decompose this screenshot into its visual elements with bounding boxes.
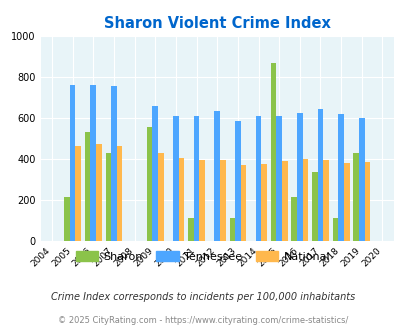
Bar [317, 109, 322, 241]
Bar [64, 197, 70, 241]
Bar [214, 111, 220, 241]
Bar [193, 116, 199, 241]
Bar [343, 163, 349, 241]
Bar [229, 218, 234, 241]
Bar [152, 106, 158, 241]
Bar [75, 146, 81, 241]
Bar [358, 118, 364, 241]
Bar [173, 116, 178, 241]
Bar [178, 158, 184, 241]
Bar [311, 172, 317, 241]
Bar [111, 86, 116, 241]
Bar [188, 218, 193, 241]
Bar [337, 114, 343, 241]
Bar [240, 165, 245, 241]
Text: Crime Index corresponds to incidents per 100,000 inhabitants: Crime Index corresponds to incidents per… [51, 292, 354, 302]
Bar [332, 218, 337, 241]
Legend: Sharon, Tennessee, National: Sharon, Tennessee, National [71, 247, 334, 267]
Bar [270, 63, 276, 241]
Bar [322, 160, 328, 241]
Bar [302, 159, 307, 241]
Bar [276, 116, 281, 241]
Bar [281, 161, 287, 241]
Bar [261, 164, 266, 241]
Bar [70, 85, 75, 241]
Bar [147, 127, 152, 241]
Bar [85, 132, 90, 241]
Bar [90, 85, 96, 241]
Bar [116, 146, 122, 241]
Bar [220, 160, 225, 241]
Bar [199, 160, 205, 241]
Bar [96, 144, 101, 241]
Text: © 2025 CityRating.com - https://www.cityrating.com/crime-statistics/: © 2025 CityRating.com - https://www.city… [58, 316, 347, 325]
Title: Sharon Violent Crime Index: Sharon Violent Crime Index [104, 16, 330, 31]
Bar [105, 153, 111, 241]
Bar [255, 116, 261, 241]
Bar [291, 197, 296, 241]
Bar [364, 162, 369, 241]
Bar [158, 153, 163, 241]
Bar [353, 153, 358, 241]
Bar [296, 113, 302, 241]
Bar [234, 121, 240, 241]
